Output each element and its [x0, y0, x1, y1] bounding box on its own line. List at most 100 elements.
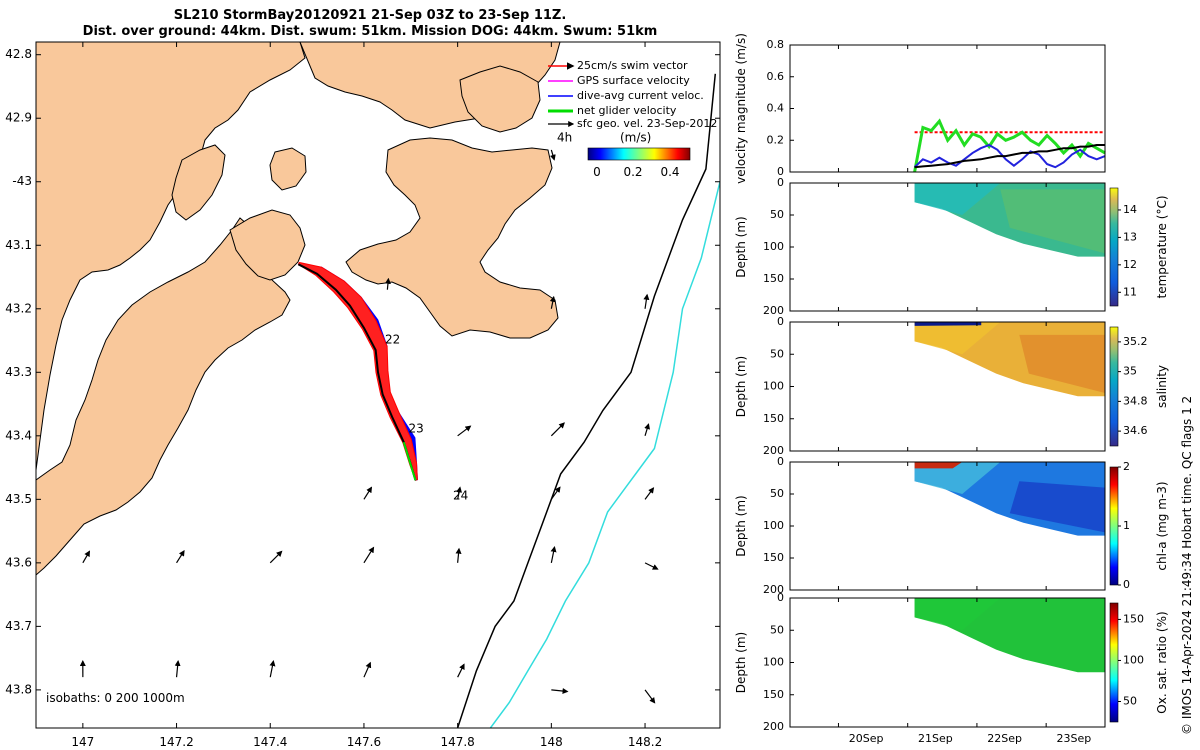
map-ytick-label: 42.9: [5, 111, 32, 125]
legend-swim-label: 25cm/s swim vector: [577, 59, 688, 72]
map-title: SL210 StormBay20120921 21-Sep 03Z to 23-…: [0, 8, 740, 40]
geo-vector: [176, 549, 185, 564]
ylabel: Depth (m): [734, 356, 748, 417]
ytick-label: 0: [777, 315, 784, 328]
geo-vector: [550, 422, 565, 437]
colorbar-tick-label: 34.8: [1123, 394, 1148, 407]
title-line2: Dist. over ground: 44km. Dist. swum: 51k…: [82, 24, 658, 39]
panel-box: [789, 461, 1106, 591]
ytick-label: 50: [770, 208, 784, 221]
land-northeast: [459, 65, 541, 133]
ytick-label: 100: [763, 656, 784, 669]
ytick-label: 200: [763, 720, 784, 733]
geo-vector: [550, 486, 561, 500]
geo-vector: [363, 546, 375, 564]
day-label: 23: [408, 422, 423, 436]
colorbar-tick-1: 0.2: [623, 165, 642, 179]
colorbar-tick-label: 1: [1123, 519, 1130, 532]
geo-vector: [384, 277, 391, 290]
ytick-label: 200: [763, 583, 784, 596]
map-xtick-label: 147.4: [253, 735, 287, 749]
isobaths: [456, 73, 720, 728]
colorbar-tick-label: 50: [1123, 694, 1137, 707]
series-dive-avg-current: [913, 143, 1106, 169]
map-ytick-label: 43.1: [5, 238, 32, 252]
legend-geo-label: sfc geo. vel. 23-Sep-2012: [577, 117, 717, 130]
time-tick-label: 22Sep: [987, 732, 1022, 745]
series-net-glider-velocity: [913, 118, 1106, 173]
time-tick-label: 23Sep: [1056, 732, 1091, 745]
colorbar-tick-label: 35.2: [1123, 335, 1148, 348]
geo-vector: [456, 486, 462, 500]
colorbar-tick-0: 0: [593, 165, 601, 179]
panel-box: [789, 597, 1106, 728]
colorbar-label: Ox. sat. ratio (%): [1155, 611, 1169, 713]
geo-vector: [644, 562, 659, 570]
ytick-label: 50: [770, 623, 784, 636]
legend-gps-label: GPS surface velocity: [577, 74, 690, 87]
heatmap-shade: [914, 462, 963, 469]
colorbar: [1109, 187, 1119, 307]
geo-vector: [549, 149, 556, 161]
ytick-label: 150: [763, 688, 784, 701]
geo-vector: [269, 550, 283, 564]
colorbar-tick-label: 13: [1123, 230, 1137, 243]
geo-vector: [82, 550, 90, 564]
day-label: 24: [453, 488, 468, 502]
map-ytick-label: 43.7: [5, 619, 32, 633]
geo-vector: [269, 660, 276, 678]
heatmap-shade: [914, 322, 1001, 355]
ylabel: Depth (m): [734, 632, 748, 693]
time-tick-label: 21Sep: [918, 732, 953, 745]
land-north-islands: [269, 147, 307, 191]
ytick-label: 0.6: [767, 70, 785, 83]
heatmap-shade: [1019, 334, 1105, 393]
geo-vector: [363, 661, 372, 678]
day-labels: 22 23 24: [385, 333, 468, 503]
colorbar-label: temperature (°C): [1155, 196, 1169, 299]
geo-vector: [644, 423, 650, 436]
net-glider-velocity-end: [402, 441, 417, 481]
land-south-peninsula: [36, 217, 291, 576]
colorbar-tick-label: 12: [1123, 258, 1137, 271]
legend-diveavg-label: dive-avg current veloc.: [577, 89, 704, 102]
colorbar-tick-label: 11: [1123, 285, 1137, 298]
map-ytick-label: 43.4: [5, 428, 32, 442]
panel-box: [789, 321, 1106, 452]
panel-2: 0 50 100 150 200 Depth (m) 34.6 34.8 35 35.2 salin…: [734, 315, 1169, 457]
land-layer: [36, 42, 561, 576]
map-ytick-label: 43.3: [5, 365, 32, 379]
ytick-label: 100: [763, 240, 784, 253]
geo-vector: [550, 546, 557, 563]
ytick-label: 150: [763, 551, 784, 564]
geo-vector: [457, 425, 472, 437]
map-xtick-label: 147.6: [347, 735, 381, 749]
colorbar-units: (m/s): [620, 131, 651, 145]
title-line1: SL210 StormBay20120921 21-Sep 03Z to 23-…: [173, 8, 567, 23]
ytick-label: 150: [763, 412, 784, 425]
geo-vector: [363, 486, 373, 500]
colorbar: [1109, 602, 1119, 723]
legend-4h-label: 4h: [557, 131, 572, 145]
colorbar-tick-label: 2: [1123, 460, 1130, 473]
ytick-label: 0.2: [767, 133, 785, 146]
geo-vector: [551, 688, 569, 695]
map-xtick-label: 147.8: [440, 735, 474, 749]
colorbar-label: chl-a (mg m-3): [1155, 481, 1169, 570]
series-sfc-geo-velocity: [914, 144, 1105, 169]
time-tick-label: 20Sep: [849, 732, 884, 745]
land-east-peninsula: [345, 137, 559, 339]
land-west: [36, 42, 306, 471]
map-ytick-label: -43: [12, 174, 32, 188]
map-ytick-label: 43.8: [5, 682, 32, 696]
time-series-panels: 0 0.2 0.4 0.6 0.8 velocity magnitude (m/s) 0 50…: [734, 33, 1169, 745]
map-ytick-label: 43.2: [5, 301, 32, 315]
panel-4: 0 50 100 150 200 Depth (m) 50 100 150 Ox. sat. ra…: [734, 591, 1169, 733]
ytick-label: 100: [763, 519, 784, 532]
colorbar: [1109, 466, 1119, 586]
map-x-axis: 147 147.2 147.4 147.6 147.8 148 148.2: [71, 42, 662, 749]
colorbar-tick-label: 34.6: [1123, 424, 1148, 437]
map-xtick-label: 147: [71, 735, 94, 749]
ytick-label: 200: [763, 304, 784, 317]
